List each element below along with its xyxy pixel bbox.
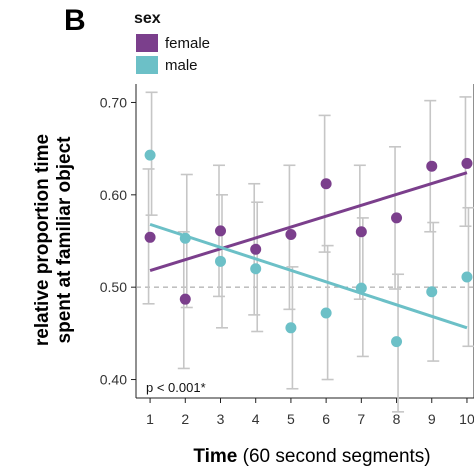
- point-male-8: [391, 336, 403, 348]
- y-axis-label-line2: spent at familiar object: [54, 136, 75, 344]
- x-tick-label-8: 9: [428, 411, 436, 427]
- x-axis-label: Time (60 second segments): [193, 446, 430, 467]
- trend-line-male: [149, 222, 468, 330]
- point-male-2: [179, 232, 191, 244]
- point-male-5: [285, 322, 297, 334]
- x-tick-label-9: 10: [459, 411, 474, 427]
- x-axis-label-rest: (60 second segments): [243, 446, 431, 467]
- point-male-1: [144, 149, 156, 161]
- x-tick-label-0: 1: [146, 411, 154, 427]
- x-tick-label-2: 3: [217, 411, 225, 427]
- point-male-6: [320, 307, 332, 319]
- y-tick-label-0: 0.40: [100, 372, 127, 388]
- point-female-3: [215, 225, 226, 237]
- point-female-2: [179, 293, 191, 305]
- legend-title: sex: [134, 10, 161, 27]
- point-female-4: [250, 243, 262, 255]
- chart-marks: 0.40 0.50 0.60 0.70 1 2 3 4 5 6 7 8 9 10: [100, 91, 474, 427]
- point-male-4: [250, 263, 262, 275]
- point-female-1: [144, 231, 156, 243]
- point-female-8: [391, 212, 403, 224]
- point-male-7: [355, 282, 367, 294]
- point-male-10: [461, 271, 473, 283]
- point-female-10: [461, 157, 473, 169]
- point-female-5: [285, 229, 297, 241]
- legend-swatch-male: [136, 56, 158, 74]
- point-female-6: [320, 178, 332, 190]
- trend-line-female: [149, 171, 468, 272]
- point-male-3: [215, 255, 226, 267]
- point-female-9: [426, 160, 438, 172]
- x-tick-label-5: 6: [322, 411, 330, 427]
- point-male-9: [426, 286, 438, 298]
- point-female-7: [355, 226, 367, 238]
- x-tick-label-6: 7: [357, 411, 365, 427]
- x-axis-label-bold: Time: [193, 446, 237, 467]
- significance-annotation: p < 0.001*: [146, 380, 206, 395]
- legend-label-female: female: [165, 35, 210, 52]
- y-axis-label-line1: relative proportion time: [32, 134, 53, 346]
- y-tick-label-1: 0.50: [100, 279, 127, 295]
- x-tick-label-7: 8: [393, 411, 401, 427]
- x-tick-label-1: 2: [181, 411, 189, 427]
- y-tick-label-3: 0.70: [100, 94, 127, 110]
- legend-label-male: male: [165, 57, 198, 74]
- y-tick-label-2: 0.60: [100, 187, 127, 203]
- x-tick-label-4: 5: [287, 411, 295, 427]
- legend-swatch-female: [136, 34, 158, 52]
- panel-label: B: [64, 4, 86, 37]
- x-tick-label-3: 4: [252, 411, 260, 427]
